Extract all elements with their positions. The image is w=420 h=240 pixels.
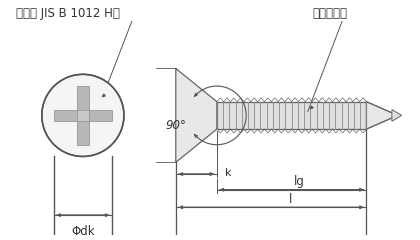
Text: ねじの呼び: ねじの呼び xyxy=(312,7,348,20)
Polygon shape xyxy=(392,109,402,121)
Text: 90°: 90° xyxy=(165,119,186,132)
Polygon shape xyxy=(367,102,398,129)
Polygon shape xyxy=(77,109,89,121)
Text: Φdk: Φdk xyxy=(71,225,94,238)
Polygon shape xyxy=(176,68,217,162)
Circle shape xyxy=(42,74,124,156)
Polygon shape xyxy=(53,109,83,121)
Text: l: l xyxy=(289,193,292,206)
Text: k: k xyxy=(225,168,231,178)
Text: lg: lg xyxy=(294,175,305,188)
Polygon shape xyxy=(77,86,89,115)
Text: 十字穴 JIS B 1012 H形: 十字穴 JIS B 1012 H形 xyxy=(16,7,120,20)
Polygon shape xyxy=(77,115,89,145)
Polygon shape xyxy=(217,102,367,129)
Polygon shape xyxy=(83,109,112,121)
